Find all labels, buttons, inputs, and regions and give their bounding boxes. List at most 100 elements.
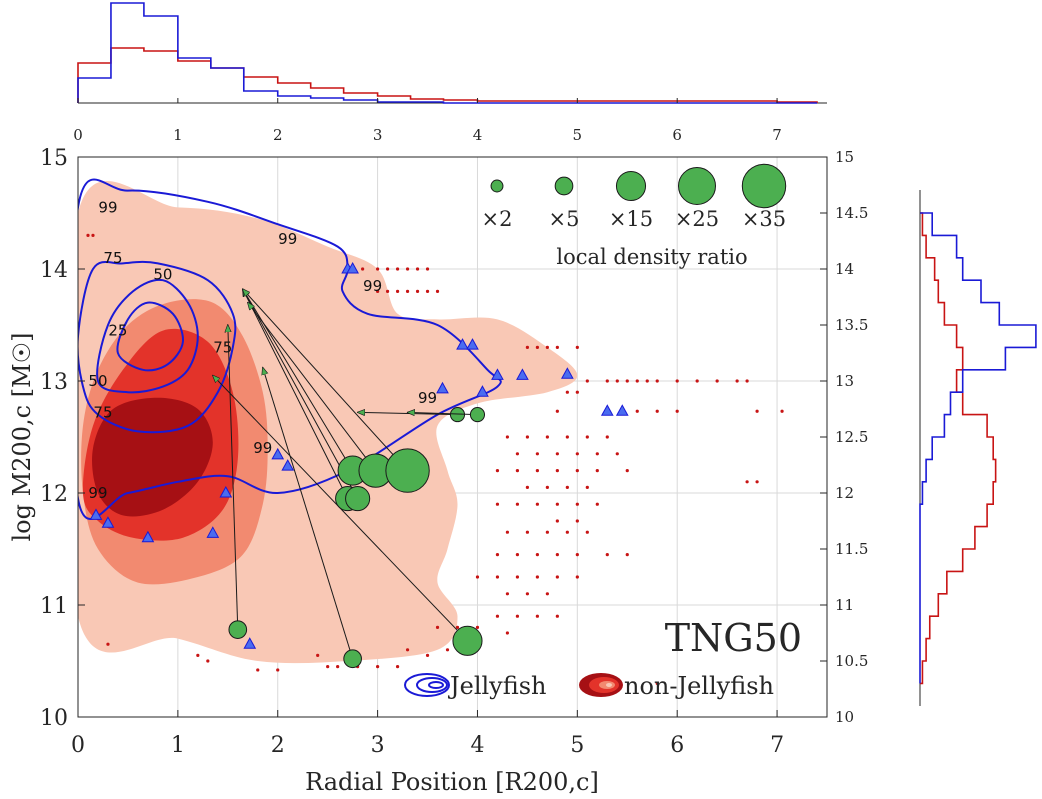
y-right-tick-label: 13.5 [835,316,868,334]
nonjelly-point [585,379,589,383]
nonjelly-point [675,379,679,383]
nonjelly-point [575,553,579,557]
infall-track-marker [452,625,483,656]
top-histogram: 0 1 2 3 4 5 6 7 [73,2,827,144]
x-tick-label: 7 [770,733,784,758]
nonjelly-point [545,530,549,534]
nonjelly-point [405,289,410,293]
y-right-tick-label: 12 [835,484,854,502]
jelly-contour-25 [116,301,184,372]
nonjelly-point [565,435,569,439]
jellyfish-point [271,447,285,460]
nonjelly-point [655,379,659,383]
nonjelly-point [495,614,500,618]
jellyfish-point [89,508,103,520]
size-legend-marker-1 [554,176,574,196]
nonjelly-point [625,379,629,383]
infall-track-line [243,289,408,471]
contour-label-75: 75 [103,249,122,267]
nonjelly-point [525,435,530,439]
jellyfish-point [466,338,479,350]
nonjelly-point [425,289,430,293]
y-right-tick-label: 14 [835,260,854,278]
top-hist-nonjelly-series [77,47,818,103]
contour-label-75: 75 [213,338,232,356]
nonjelly-point [555,553,559,557]
nonjelly-point [645,379,649,383]
top-x-tick-label: 0 [73,126,83,144]
nonjelly-point [515,452,520,456]
top-x-tick-label: 3 [373,126,383,144]
chart-title: TNG50 [665,616,802,660]
infall-track-4 [243,289,371,512]
jellyfish-point [436,381,449,394]
nonjelly-point [545,485,549,489]
size-legend-label-2: ×15 [609,207,653,231]
nonjelly-point [635,409,639,413]
nonjelly-point [376,665,380,669]
nonjelly-point [555,345,559,349]
nonjelly-point [505,592,510,596]
nonjelly-point [545,592,549,596]
nonjelly-point [565,390,569,394]
jellyfish-points [89,261,629,649]
infall-track-line [228,325,239,630]
jellyfish-point [561,367,574,379]
nonjelly-point [575,502,579,506]
nonjelly-point [395,267,400,271]
infall-track-marker [469,407,486,423]
contour-label-99: 99 [253,439,272,457]
jellyfish-point [206,526,220,538]
legend-nonjelly-label: non-Jellyfish [624,672,774,700]
jellyfish-point [346,261,359,274]
jellyfish-point [219,485,233,498]
top-x-tick-label: 6 [672,126,682,144]
jellyfish-point [141,530,155,543]
jellyfish-point [101,516,115,528]
nonjelly-point [495,469,500,473]
top-hist-x-ticks: 0 1 2 3 4 5 6 7 [73,98,782,144]
nonjelly-point [505,435,510,439]
jellyfish-point [600,404,614,416]
nonjelly-point [495,502,500,506]
nonjelly-point [755,409,759,413]
nonjelly-point [361,267,365,271]
nonjelly-point [585,530,589,534]
legend-jelly-label: Jellyfish [447,672,547,700]
nonjelly-point [615,452,619,456]
nonjelly-point [635,379,639,383]
y-tick-label: 11 [40,594,68,619]
nonjelly-point [535,614,539,618]
contour-label-text: 50 [153,266,172,284]
nonjelly-point [196,653,200,658]
size-legend-marker-2 [615,170,647,202]
y-right-tick-label: 12.5 [835,428,868,446]
top-x-tick-label: 5 [573,126,583,144]
y-right-tick-label: 11 [835,596,854,614]
nonjelly-point [495,553,500,557]
jellyfish-point [491,368,504,380]
x-tick-label: 5 [570,733,584,758]
nonjelly-point [535,345,539,349]
right-hist-nonjelly-series [920,212,997,685]
nonjelly-point [395,289,400,293]
nonjelly-point [780,409,784,413]
nonjelly-point [505,631,510,635]
nonjelly-point [655,409,659,413]
nonjelly-point [435,625,440,630]
top-x-tick-label: 4 [473,126,483,144]
jelly-contour-50 [96,278,199,394]
right-histogram [919,190,1037,706]
jellyfish-point [456,338,469,350]
y-tick-label: 10 [40,706,68,731]
nonjelly-point [326,665,330,669]
nonjelly-point [86,233,90,237]
x-tick-label: 1 [171,733,185,758]
x-tick-label: 3 [371,733,385,758]
x-tick-label: 6 [670,733,684,758]
nonjelly-point [555,469,559,473]
jellyfish-point [476,385,489,397]
nonjelly-point [376,289,380,293]
nonjelly-point [495,575,500,579]
